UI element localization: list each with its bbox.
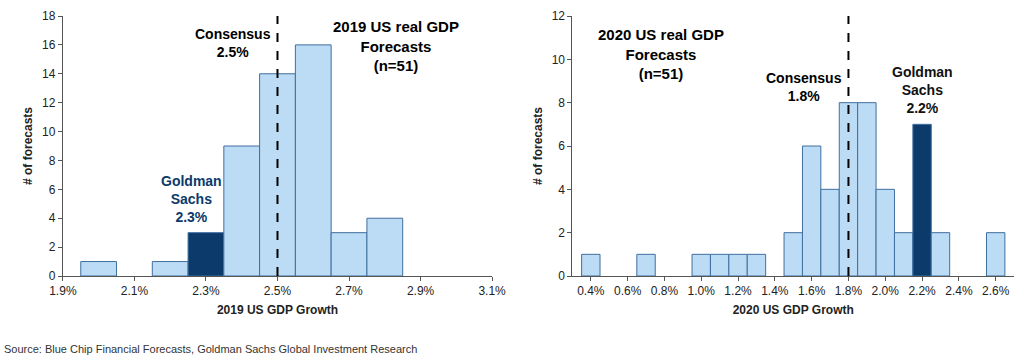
svg-text:1.2%: 1.2%: [724, 284, 752, 298]
svg-text:GoldmanSachs2.2%: GoldmanSachs2.2%: [892, 64, 953, 116]
svg-text:2: 2: [558, 226, 565, 240]
svg-text:16: 16: [42, 38, 56, 52]
svg-text:2020 US GDP Growth: 2020 US GDP Growth: [733, 303, 854, 317]
svg-text:10: 10: [42, 125, 56, 139]
svg-text:1.6%: 1.6%: [798, 284, 826, 298]
svg-text:4: 4: [558, 183, 565, 197]
svg-text:12: 12: [42, 96, 56, 110]
svg-text:2.6%: 2.6%: [982, 284, 1010, 298]
html-text:Source: Blue Chip Financial Fo: Source: Blue Chip Financial Forecasts, G…: [4, 343, 418, 355]
svg-text:3.1%: 3.1%: [478, 284, 506, 298]
svg-text:6: 6: [558, 139, 565, 153]
svg-text:18: 18: [42, 9, 56, 23]
svg-text:# of forecasts: # of forecasts: [531, 107, 545, 185]
svg-text:0: 0: [49, 269, 56, 283]
svg-text:2.0%: 2.0%: [872, 284, 900, 298]
svg-text:6: 6: [49, 183, 56, 197]
svg-text:14: 14: [42, 67, 56, 81]
svg-text:2.5%: 2.5%: [264, 284, 292, 298]
svg-text:2.3%: 2.3%: [192, 284, 220, 298]
svg-text:2.2%: 2.2%: [908, 284, 936, 298]
svg-text:2020 US real GDPForecasts(n=51: 2020 US real GDPForecasts(n=51): [598, 26, 724, 82]
svg-text:1.0%: 1.0%: [688, 284, 716, 298]
svg-text:0.6%: 0.6%: [614, 284, 642, 298]
svg-text:GoldmanSachs2.3%: GoldmanSachs2.3%: [161, 173, 222, 225]
svg-text:Consensus1.8%: Consensus1.8%: [766, 70, 842, 104]
svg-text:8: 8: [49, 154, 56, 168]
svg-text:0.8%: 0.8%: [651, 284, 679, 298]
svg-text:10: 10: [552, 53, 566, 67]
svg-text:1.4%: 1.4%: [761, 284, 789, 298]
svg-text:# of forecasts: # of forecasts: [21, 107, 35, 185]
svg-text:Consensus2.5%: Consensus2.5%: [195, 26, 271, 60]
svg-text:12: 12: [552, 9, 566, 23]
svg-text:1.9%: 1.9%: [49, 284, 77, 298]
svg-text:2.4%: 2.4%: [945, 284, 973, 298]
svg-text:0: 0: [558, 269, 565, 283]
svg-text:1.8%: 1.8%: [835, 284, 863, 298]
svg-text:2019 US GDP Growth: 2019 US GDP Growth: [217, 303, 338, 317]
svg-text:2.9%: 2.9%: [407, 284, 435, 298]
svg-text:2.1%: 2.1%: [121, 284, 149, 298]
svg-text:2: 2: [49, 240, 56, 254]
svg-text:8: 8: [558, 96, 565, 110]
svg-text:0.4%: 0.4%: [577, 284, 605, 298]
svg-text:2.7%: 2.7%: [335, 284, 363, 298]
svg-text:2019 US real GDPForecasts(n=51: 2019 US real GDPForecasts(n=51): [333, 18, 459, 74]
svg-text:4: 4: [49, 211, 56, 225]
